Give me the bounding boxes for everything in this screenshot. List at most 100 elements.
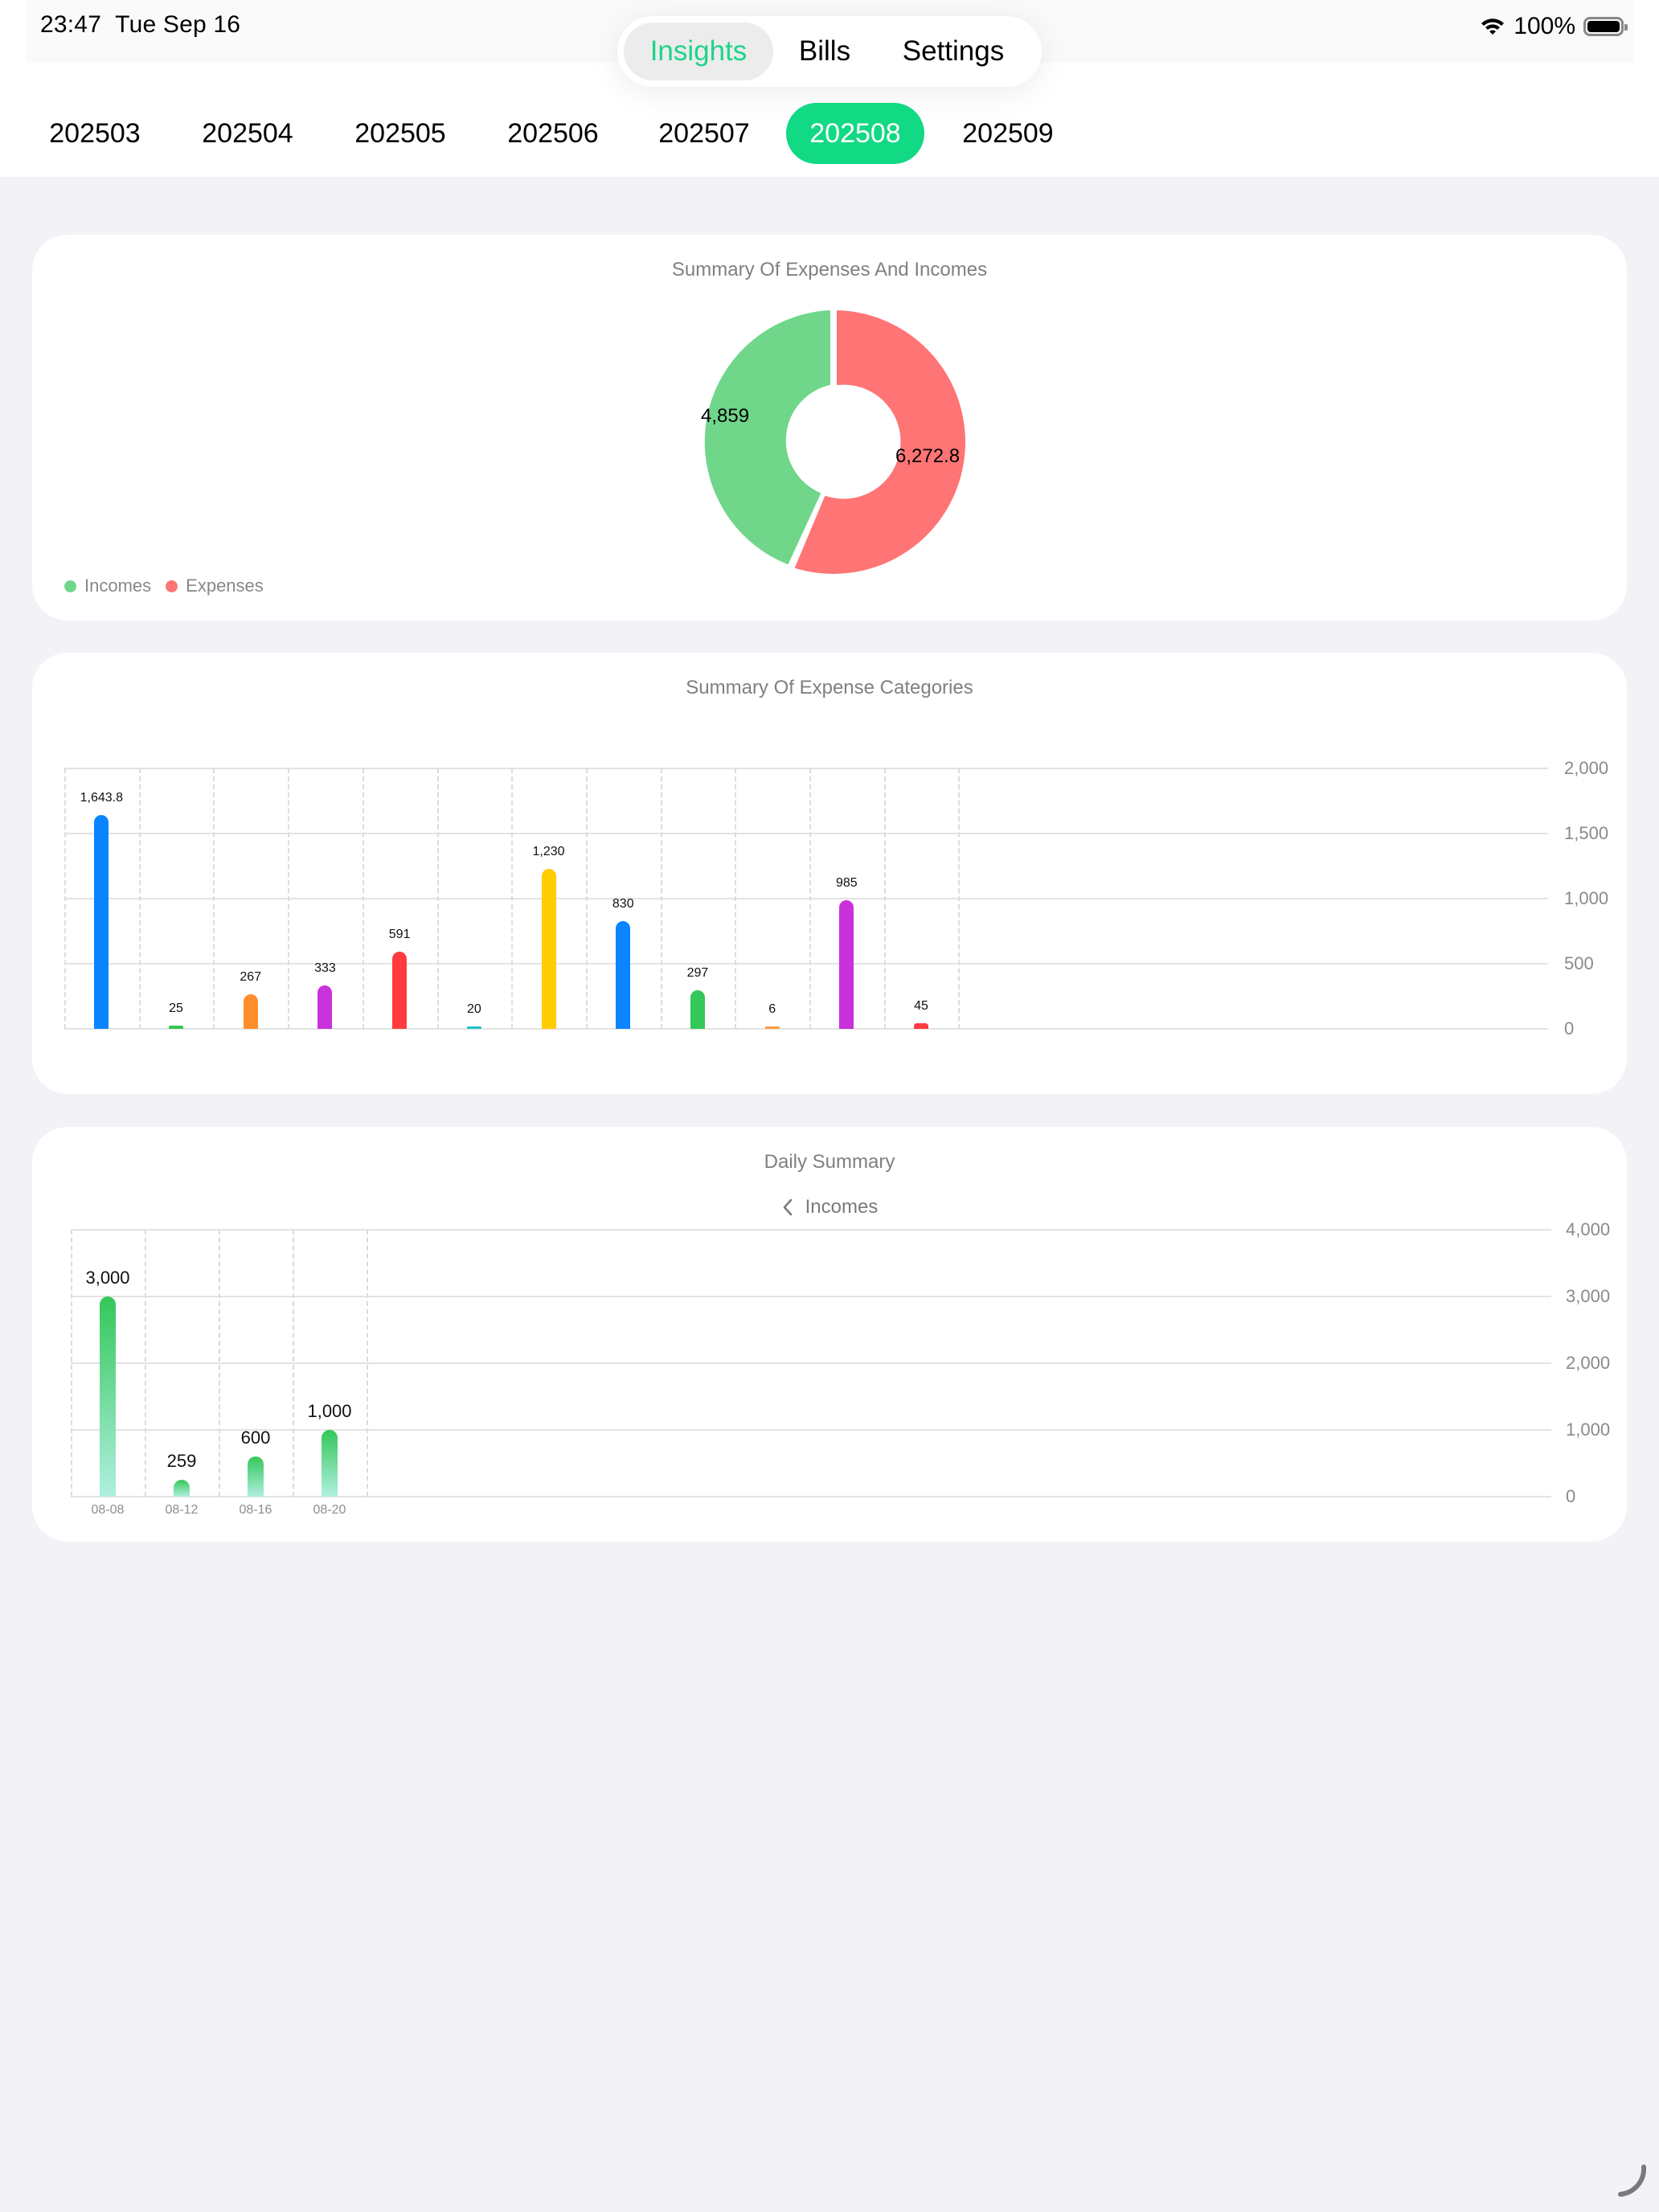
month-202503[interactable]: 202503: [49, 118, 141, 149]
y-axis-tick: 1,500: [1564, 823, 1609, 843]
back-label: Incomes: [805, 1196, 879, 1218]
main-tab-bar: Insights Bills Settings: [617, 16, 1042, 87]
status-clock: 23:47: [40, 11, 102, 38]
category-bar-chart[interactable]: 2,000 1,500 1,000 500 0 1,643.8 25 267 333 591 20 1…: [32, 653, 1627, 1094]
bar-value-label: 1,000: [307, 1401, 352, 1421]
column-divider: [660, 768, 662, 1029]
status-date: Tue Sep 16: [115, 11, 241, 38]
bar-value-label: 1,230: [532, 844, 565, 858]
daily-bar[interactable]: [322, 1430, 338, 1497]
status-time: 23:47 Tue Sep 16: [40, 11, 240, 39]
tab-insights[interactable]: Insights: [624, 23, 773, 80]
gridline: [71, 1429, 1551, 1431]
bar-value-label: 20: [466, 1002, 481, 1016]
donut-chart[interactable]: [696, 305, 969, 579]
gridline: [64, 768, 1548, 769]
battery-full-icon: [1583, 17, 1628, 36]
x-axis-tick: 08-12: [165, 1503, 199, 1517]
bar-value-label: 830: [612, 896, 634, 911]
bar-value-label: 591: [388, 928, 411, 942]
bar-value-label: 267: [240, 969, 262, 984]
header: 23:47 Tue Sep 16 100% Insights Bills Set…: [0, 0, 1659, 177]
column-divider: [511, 768, 514, 1029]
column-divider: [293, 1230, 294, 1497]
column-divider: [367, 1230, 368, 1497]
column-divider: [585, 768, 588, 1029]
category-bar[interactable]: [764, 1026, 780, 1029]
column-divider: [883, 768, 886, 1029]
tab-settings[interactable]: Settings: [902, 35, 1005, 67]
expense-categories-card: Summary Of Expense Categories 2,000 1,500…: [32, 653, 1627, 1094]
y-axis-tick: 1,000: [1564, 888, 1609, 908]
card-title: Summary Of Expense Categories: [686, 677, 973, 698]
bar-value-label: 985: [835, 876, 858, 891]
gridline: [71, 1496, 1551, 1497]
back-to-incomes-button[interactable]: Incomes: [32, 1196, 1627, 1219]
column-divider: [809, 768, 811, 1029]
tab-bills[interactable]: Bills: [798, 35, 851, 67]
legend-label: Expenses: [186, 576, 264, 596]
legend-dot-expenses-icon: [166, 580, 178, 592]
category-bar[interactable]: [392, 952, 408, 1029]
bar-value-label: 600: [240, 1428, 271, 1448]
column-divider: [64, 768, 66, 1029]
daily-bar-chart[interactable]: 4,000 3,000 2,000 1,000 0 3,000 08-08 259 08-12 6…: [32, 1127, 1627, 1542]
category-bar[interactable]: [169, 1025, 184, 1029]
category-bar[interactable]: [466, 1026, 481, 1029]
legend-incomes[interactable]: Incomes: [64, 576, 151, 596]
y-axis-tick: 0: [1564, 1018, 1575, 1038]
month-202506[interactable]: 202506: [507, 118, 599, 149]
daily-bar[interactable]: [100, 1296, 116, 1497]
category-bar[interactable]: [541, 868, 556, 1029]
category-bar[interactable]: [839, 900, 854, 1029]
bar-value-label: 45: [914, 998, 928, 1013]
donut-slice-incomes[interactable]: [704, 310, 830, 564]
y-axis-tick: 2,000: [1564, 758, 1609, 778]
y-axis-tick: 2,000: [1566, 1353, 1611, 1373]
month-202504[interactable]: 202504: [202, 118, 293, 149]
daily-summary-card: Daily Summary Incomes 4,000 3,000 2,000 1,0…: [32, 1127, 1627, 1542]
y-axis-tick: 4,000: [1566, 1219, 1611, 1239]
daily-bar[interactable]: [174, 1479, 190, 1497]
gridline: [71, 1296, 1551, 1297]
chevron-left-icon: [783, 1198, 792, 1216]
column-divider: [735, 768, 737, 1029]
expenses-value-label: 6,272.8: [895, 445, 961, 467]
month-202507[interactable]: 202507: [658, 118, 750, 149]
category-bar[interactable]: [690, 989, 705, 1029]
month-202505[interactable]: 202505: [354, 118, 446, 149]
loading-spinner-icon: [1618, 2165, 1647, 2197]
incomes-value-label: 4,859: [701, 405, 750, 427]
y-axis-tick: 1,000: [1566, 1419, 1611, 1440]
category-bar[interactable]: [243, 993, 258, 1029]
chart-legend: Incomes Expenses: [64, 576, 270, 596]
bar-value-label: 25: [169, 1001, 183, 1015]
month-202508[interactable]: 202508: [786, 103, 924, 164]
gridline: [71, 1362, 1551, 1364]
legend-dot-incomes-icon: [64, 580, 76, 592]
column-divider: [958, 768, 961, 1029]
bar-value-label: 259: [166, 1450, 197, 1471]
category-bar[interactable]: [317, 985, 333, 1029]
gridline: [64, 898, 1548, 899]
category-bar[interactable]: [616, 920, 631, 1029]
donut-slice-expenses[interactable]: [795, 310, 966, 574]
legend-expenses[interactable]: Expenses: [166, 576, 264, 596]
category-bar[interactable]: [914, 1022, 929, 1029]
daily-bar[interactable]: [248, 1456, 264, 1497]
gridline: [71, 1229, 1551, 1231]
column-divider: [362, 768, 364, 1029]
category-bar[interactable]: [94, 814, 109, 1029]
y-axis-tick: 3,000: [1566, 1286, 1611, 1306]
y-axis-tick: 0: [1566, 1486, 1576, 1506]
x-axis-tick: 08-16: [239, 1503, 272, 1517]
expenses-incomes-card: Summary Of Expenses And Incomes 4,859 6,…: [32, 235, 1627, 621]
month-202509[interactable]: 202509: [962, 118, 1054, 149]
card-title: Summary Of Expenses And Incomes: [671, 259, 988, 281]
column-divider: [288, 768, 290, 1029]
bar-value-label: 6: [768, 1002, 776, 1016]
x-axis-tick: 08-08: [91, 1503, 125, 1517]
bar-value-label: 1,643.8: [80, 790, 124, 805]
column-divider: [436, 768, 439, 1029]
bar-value-label: 297: [686, 965, 709, 980]
